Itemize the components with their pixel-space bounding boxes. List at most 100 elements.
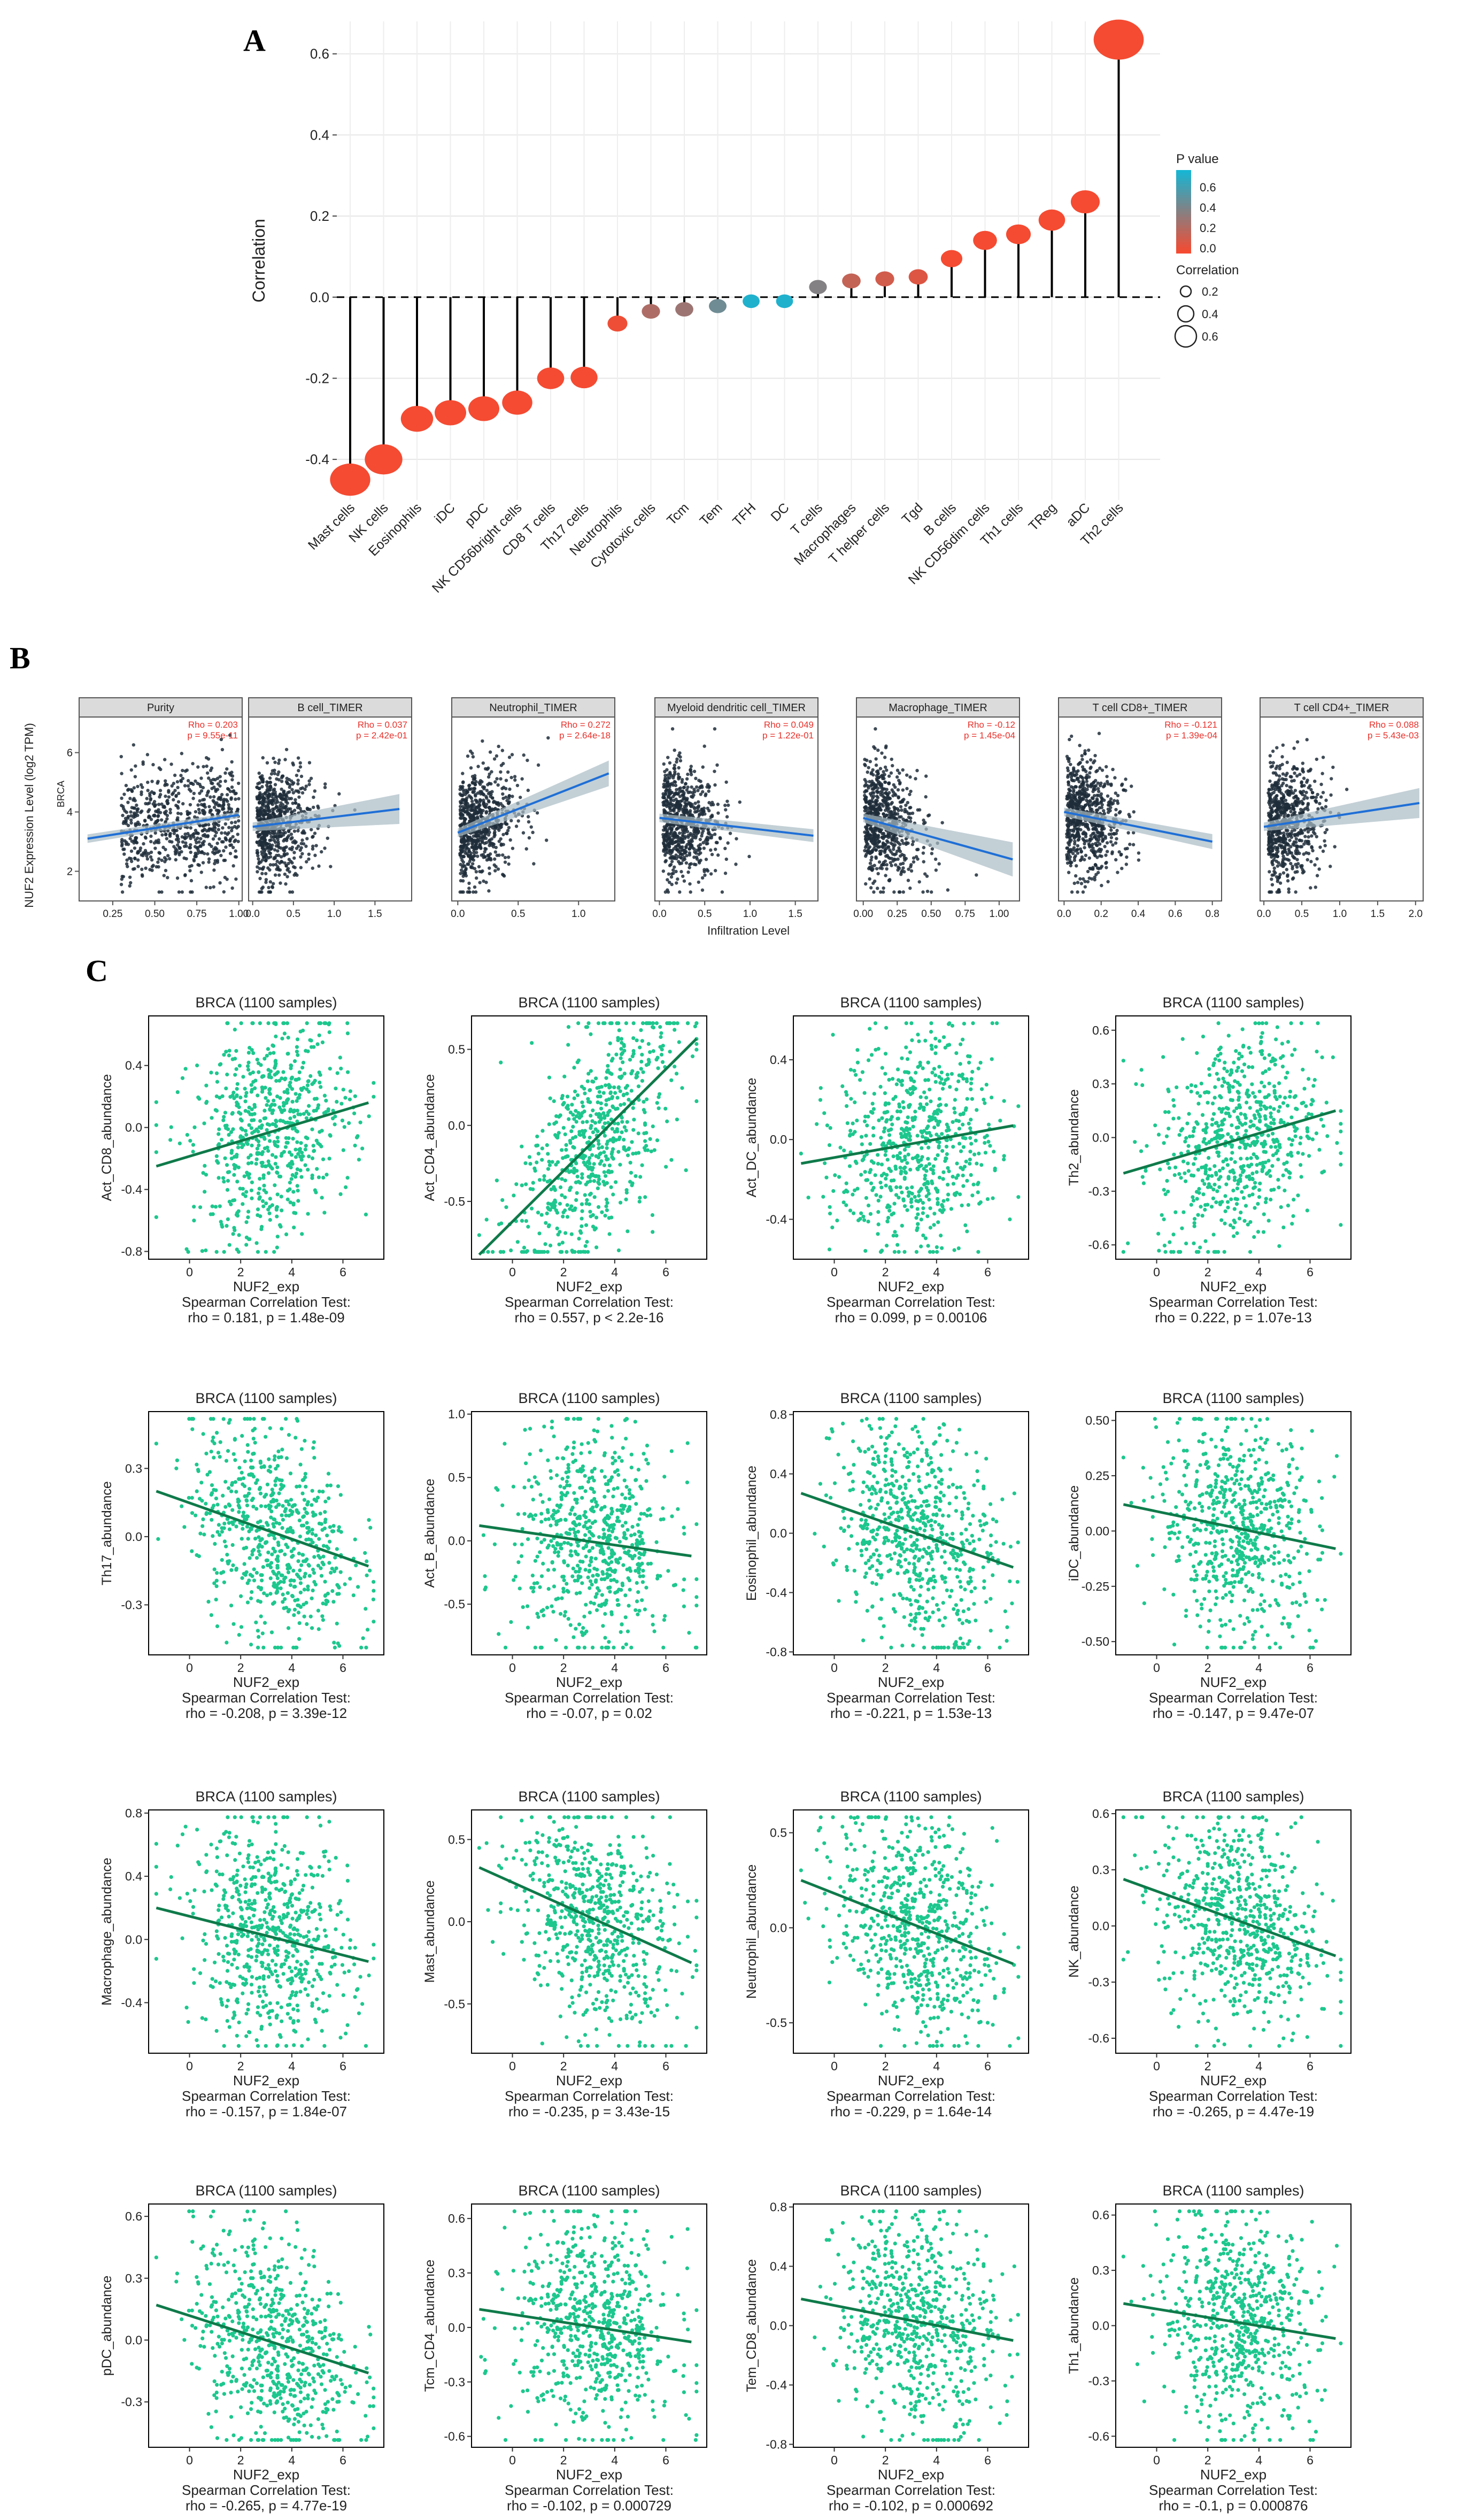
scatter-point — [1096, 781, 1100, 785]
scatter-point — [685, 830, 690, 834]
scatter-point — [1319, 795, 1323, 799]
scatter-point — [894, 863, 898, 867]
scatter-point — [667, 872, 671, 876]
scatter-point — [278, 861, 282, 865]
scatter-point — [880, 803, 884, 806]
scatter-point — [488, 866, 491, 870]
scatter-point — [165, 814, 169, 818]
scatter-point — [122, 852, 126, 856]
scatter-point — [126, 800, 130, 804]
scatter-point — [663, 791, 668, 795]
scatter-point — [929, 890, 933, 894]
scatter-point — [681, 793, 684, 797]
rho-label: Rho = 0.049 — [764, 720, 814, 730]
scatter-point — [311, 866, 314, 870]
scatter-point — [1112, 799, 1116, 803]
scatter-point — [1094, 769, 1098, 774]
scatter-point — [679, 861, 684, 865]
scatter-point — [886, 810, 891, 813]
scatter-point — [925, 889, 930, 893]
scatter-point — [484, 841, 489, 845]
scatter-point — [206, 835, 210, 838]
scatter-point — [460, 849, 465, 852]
scatter-point — [180, 752, 184, 756]
scatter-point — [689, 890, 692, 894]
scatter-point — [546, 736, 550, 740]
scatter-point — [264, 853, 268, 857]
scatter-point — [670, 872, 674, 876]
scatter-point — [1131, 843, 1136, 846]
scatter-point — [1083, 885, 1087, 889]
scatter-point — [275, 804, 279, 808]
scatter-point — [1272, 866, 1276, 870]
scatter-point — [474, 870, 478, 874]
scatter-point — [1080, 765, 1085, 769]
scatter-point — [179, 774, 183, 777]
scatter-point — [467, 862, 470, 866]
scatter-point — [125, 858, 129, 862]
scatter-point — [168, 834, 172, 838]
scatter-point — [697, 880, 700, 884]
scatter-point — [485, 767, 489, 771]
scatter-point — [684, 804, 688, 808]
scatter-point — [700, 888, 705, 892]
legend-pvalue-title: P value — [1176, 152, 1219, 166]
x-tick-label: TFH — [730, 500, 759, 529]
scatter-point — [162, 874, 166, 877]
legend-gradient-step — [1176, 197, 1191, 201]
scatter-point — [884, 791, 888, 795]
scatter-point — [183, 837, 187, 841]
scatter-point — [504, 787, 508, 791]
scatter-point — [189, 843, 192, 847]
legend-gradient-step — [1176, 200, 1191, 204]
scatter-point — [277, 770, 281, 774]
scatter-point — [505, 822, 509, 826]
scatter-point — [469, 856, 473, 860]
scatter-point — [901, 890, 905, 894]
scatter-point — [270, 795, 274, 798]
scatter-point — [738, 800, 742, 804]
legend-gradient-step — [1176, 242, 1191, 245]
scatter-point — [674, 831, 677, 836]
scatter-point — [888, 878, 892, 882]
scatter-point — [493, 780, 497, 784]
scatter-point — [134, 812, 138, 816]
scatter-point — [296, 829, 300, 833]
scatter-point — [675, 757, 679, 761]
scatter-point — [473, 783, 477, 787]
x-tick-label: 0.0 — [652, 908, 666, 920]
scatter-point — [120, 796, 123, 800]
scatter-point — [173, 773, 177, 777]
scatter-point — [484, 795, 488, 798]
scatter-point — [1066, 833, 1070, 837]
scatter-point — [924, 774, 928, 778]
scatter-point — [470, 775, 475, 779]
scatter-point — [294, 789, 298, 793]
scatter-point — [891, 764, 894, 768]
scatter-point — [489, 782, 493, 786]
scatter-point — [1109, 797, 1113, 801]
scatter-point — [459, 812, 462, 816]
scatter-point — [1072, 881, 1076, 885]
scatter-point — [668, 856, 672, 860]
scatter-point — [176, 785, 180, 790]
scatter-point — [1091, 846, 1095, 850]
scatter-point — [697, 846, 701, 850]
scatter-point — [1315, 857, 1319, 861]
scatter-point — [221, 826, 225, 830]
scatter-point — [182, 856, 186, 860]
scatter-point — [184, 844, 188, 848]
scatter-point — [678, 751, 682, 755]
legend-gradient-step — [1176, 189, 1191, 193]
scatter-point — [509, 775, 513, 780]
scatter-point — [1092, 800, 1096, 805]
scatter-point — [863, 830, 867, 834]
x-tick-label: 0.0 — [1057, 908, 1071, 920]
scatter-point — [132, 806, 136, 810]
scatter-point — [1323, 844, 1327, 847]
scatter-point — [172, 831, 176, 835]
scatter-point — [189, 826, 193, 830]
scatter-point — [141, 760, 145, 764]
scatter-point — [710, 852, 714, 857]
